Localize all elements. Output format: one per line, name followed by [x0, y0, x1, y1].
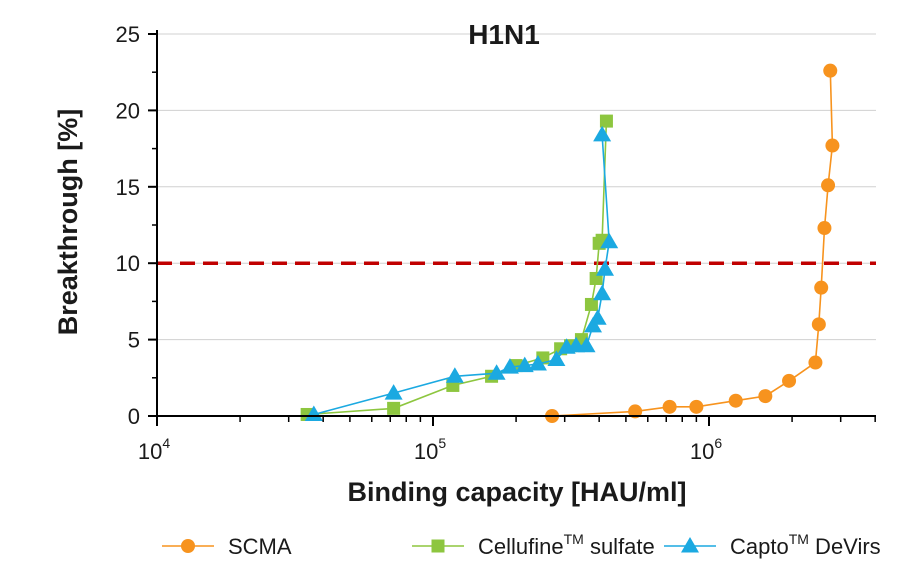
data-point-capto-devirs	[487, 364, 506, 380]
data-point-scma	[662, 399, 677, 414]
data-point-cellufine-sulfate	[599, 114, 613, 128]
x-axis-label: Binding capacity [HAU/ml]	[347, 477, 686, 507]
data-point-scma	[814, 280, 829, 295]
data-point-scma	[728, 393, 743, 408]
x-tick-label: 104	[138, 435, 170, 464]
axes	[148, 30, 876, 426]
data-point-capto-devirs	[515, 356, 534, 373]
y-tick-label: 20	[116, 98, 140, 123]
y-tick-label: 0	[128, 404, 140, 429]
legend-marker-capto-devirs	[681, 537, 699, 553]
data-point-capto-devirs	[593, 125, 612, 142]
data-point-capto-devirs	[596, 260, 615, 276]
y-axis-label: Breakthrough [%]	[53, 109, 83, 336]
data-point-capto-devirs	[547, 350, 566, 366]
data-point-scma	[821, 178, 836, 193]
y-tick-label: 10	[116, 251, 140, 276]
data-point-scma	[825, 138, 840, 153]
data-point-cellufine-sulfate	[387, 401, 401, 415]
series-line-cellufine-sulfate	[307, 121, 608, 416]
series-layer	[300, 63, 840, 423]
data-point-capto-devirs	[588, 309, 607, 325]
data-point-scma	[817, 221, 832, 236]
data-point-scma	[782, 373, 797, 388]
data-point-capto-devirs	[593, 284, 612, 301]
legend-marker-cellufine-sulfate	[431, 539, 445, 553]
legend-label-cellufine-sulfate: CellufineTM sulfate	[478, 531, 655, 559]
legend-label-scma: SCMA	[228, 534, 292, 559]
series-line-capto-devirs	[313, 134, 611, 416]
x-tick-label: 106	[690, 435, 722, 464]
data-point-capto-devirs	[384, 384, 403, 400]
data-point-capto-devirs	[304, 405, 323, 421]
gridlines	[157, 33, 876, 341]
x-tick-label: 105	[414, 435, 446, 464]
data-point-capto-devirs	[577, 336, 596, 353]
data-point-capto-devirs	[600, 232, 619, 249]
data-point-cellufine-sulfate	[584, 297, 598, 311]
data-point-scma	[758, 389, 773, 404]
y-tick-label: 15	[116, 175, 140, 200]
legend-label-capto-devirs: CaptoTM DeVirs	[730, 531, 881, 559]
data-point-scma	[823, 63, 838, 78]
data-point-scma	[689, 399, 704, 414]
data-point-scma	[808, 355, 823, 370]
legend: SCMA CellufineTM sulfate CaptoTM DeVirs	[162, 531, 881, 559]
data-point-capto-devirs	[528, 355, 547, 371]
legend-marker-scma	[181, 539, 195, 553]
data-point-capto-devirs	[445, 367, 464, 383]
data-point-capto-devirs	[500, 358, 519, 374]
y-tick-label: 5	[128, 328, 140, 353]
data-point-scma	[628, 404, 643, 419]
chart-title: H1N1	[468, 19, 540, 50]
tick-labels: 0 5 10 15 20 25 104 105 106	[116, 22, 723, 464]
y-tick-label: 25	[116, 22, 140, 47]
data-point-scma	[811, 317, 826, 332]
